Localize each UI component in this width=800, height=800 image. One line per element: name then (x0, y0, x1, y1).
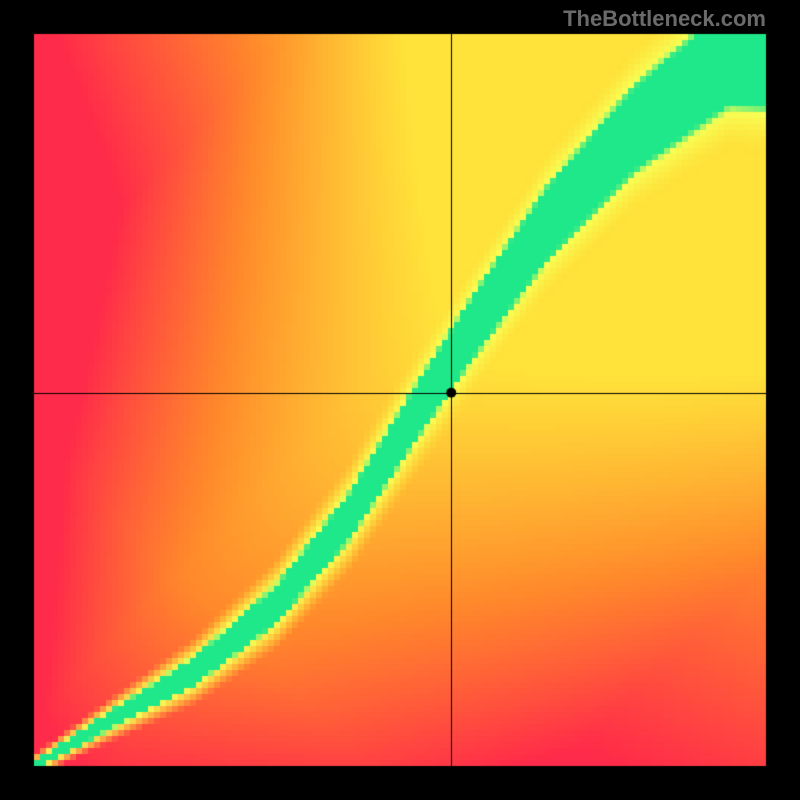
source-watermark: TheBottleneck.com (563, 6, 766, 32)
chart-stage: TheBottleneck.com (0, 0, 800, 800)
bottleneck-heatmap (0, 0, 800, 800)
